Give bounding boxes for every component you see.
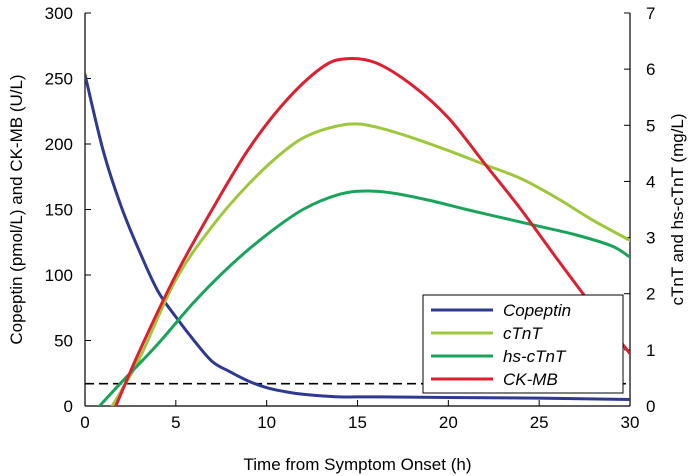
x-tick-label: 30: [621, 413, 640, 432]
x-tick-label: 10: [257, 413, 276, 432]
y-right-tick-label: 1: [646, 341, 655, 360]
x-tick-label: 25: [530, 413, 549, 432]
y-right-tick-label: 4: [646, 172, 655, 191]
y-left-tick-label: 150: [45, 201, 73, 220]
y-right-tick-label: 3: [646, 229, 655, 248]
y-left-tick-label: 200: [45, 135, 73, 154]
x-axis-title: Time from Symptom Onset (h): [244, 455, 472, 474]
legend-label: cTnT: [503, 324, 543, 343]
y-axis-right-title: cTnT and hs-cTnT (mg/L): [668, 113, 687, 305]
x-tick-label: 0: [80, 413, 89, 432]
y-left-tick-label: 50: [54, 332, 73, 351]
x-tick-label: 5: [171, 413, 180, 432]
y-left-tick-label: 100: [45, 266, 73, 285]
series-line-ctnt: [110, 122, 630, 406]
x-tick-label: 20: [439, 413, 458, 432]
y-left-tick-label: 300: [45, 4, 73, 23]
y-right-tick-label: 6: [646, 60, 655, 79]
series-line-copeptin: [85, 73, 630, 401]
y-left-tick-label: 250: [45, 70, 73, 89]
y-left-tick-label: 0: [64, 397, 73, 416]
y-axis-left-title: Copeptin (pmol/L) and CK-MB (U/L): [7, 74, 26, 344]
y-right-tick-label: 7: [646, 4, 655, 23]
legend: Copeptin cTnT hs-cTnT CK-MB: [422, 294, 624, 394]
x-tick-label: 15: [348, 413, 367, 432]
series-line-hs-ctnt: [98, 189, 630, 406]
y-right-tick-label: 5: [646, 116, 655, 135]
y-right-tick-label: 0: [646, 397, 655, 416]
legend-label: Copeptin: [503, 301, 571, 320]
legend-label: hs-cTnT: [503, 347, 567, 366]
series-line-ck-mb: [114, 56, 630, 406]
legend-label: CK-MB: [503, 370, 558, 389]
y-right-tick-label: 2: [646, 285, 655, 304]
